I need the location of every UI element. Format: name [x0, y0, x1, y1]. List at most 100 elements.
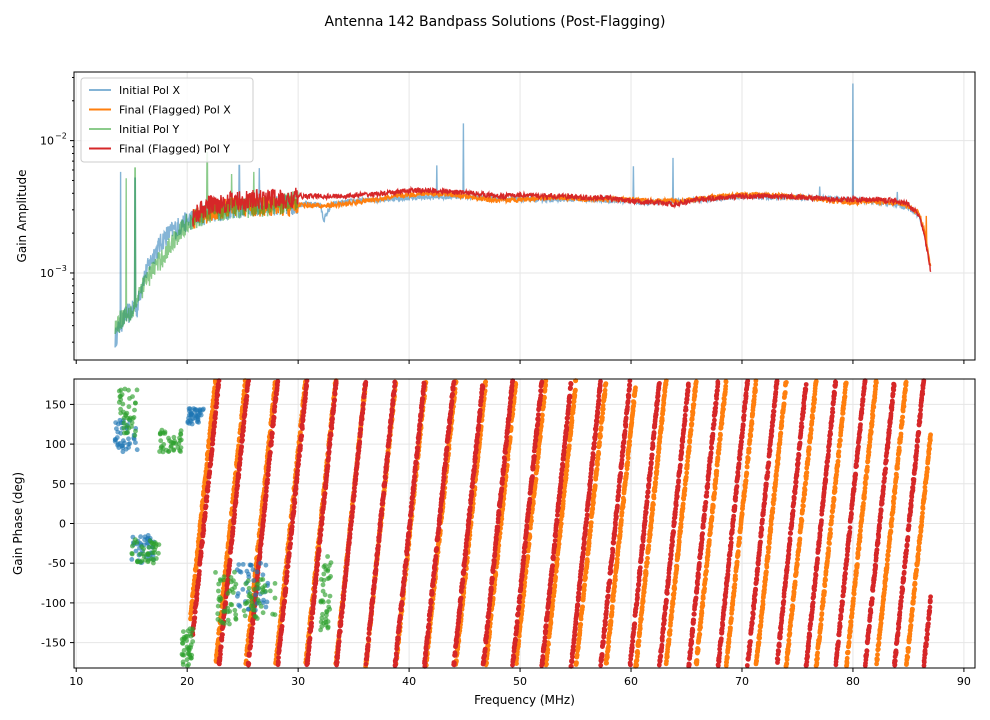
phase-point	[355, 455, 361, 461]
phase-point	[338, 619, 344, 624]
phase-point	[708, 523, 714, 529]
phase-point	[546, 641, 551, 647]
phase-point	[782, 390, 788, 395]
phase-point	[855, 562, 860, 567]
phase-point	[650, 507, 656, 513]
phase-point	[545, 647, 551, 653]
phase-point	[692, 393, 698, 399]
phase-point	[257, 549, 263, 555]
phase-point	[233, 500, 239, 505]
phase-point	[836, 453, 842, 459]
phase-point	[705, 549, 711, 555]
phase-point	[858, 528, 863, 533]
phase-point	[276, 660, 281, 665]
phase-point	[700, 603, 706, 608]
phase-point	[357, 439, 363, 445]
phase-point	[828, 531, 833, 536]
phase-point	[201, 528, 207, 533]
phase-point	[237, 456, 243, 462]
phase-point	[194, 596, 200, 601]
phase-point	[350, 504, 356, 510]
phase-point	[715, 456, 721, 462]
phase-point	[753, 388, 758, 393]
phase-point	[762, 587, 767, 592]
phase-point	[744, 464, 750, 470]
phase-point	[204, 494, 210, 499]
phase-point	[856, 545, 862, 551]
phase-point	[341, 593, 347, 599]
phase-point	[889, 516, 895, 522]
phase-point	[928, 432, 933, 438]
phase-point	[678, 521, 684, 527]
phase-point	[921, 496, 927, 501]
phase-point	[806, 452, 812, 457]
phase-point	[212, 420, 218, 425]
phase-point	[218, 644, 224, 650]
phase-point	[916, 547, 922, 553]
phase-point	[336, 639, 342, 644]
phase-point	[642, 578, 648, 584]
phase-point	[215, 392, 221, 398]
phase-point	[598, 433, 603, 439]
phase-point	[887, 536, 893, 542]
phase-point	[878, 620, 884, 626]
phase-point	[261, 518, 266, 523]
phase-point	[581, 587, 587, 593]
phase-point	[849, 611, 855, 616]
phase-point	[539, 417, 545, 422]
phase-point	[558, 521, 564, 527]
phase-point	[568, 429, 574, 434]
phase-point	[656, 446, 662, 451]
phase-point	[600, 403, 606, 408]
phase-point	[901, 404, 907, 409]
phase-point	[206, 444, 212, 450]
phase-point	[742, 485, 748, 490]
amplitude-ytick-exponent: −2	[55, 132, 67, 141]
phase-point	[200, 540, 205, 545]
phase-point	[657, 434, 663, 440]
phase-point	[265, 477, 270, 483]
phase-point	[918, 533, 923, 539]
phase-point	[636, 643, 641, 648]
phase-point	[862, 494, 867, 500]
phase-point	[698, 625, 703, 630]
phase-point	[675, 552, 681, 557]
phase-point	[269, 439, 274, 445]
phase-point	[909, 613, 915, 619]
phase-point	[786, 641, 792, 647]
phase-point	[289, 524, 295, 530]
phase-point	[300, 426, 305, 431]
phase-point	[567, 437, 573, 442]
phase-point	[239, 444, 245, 449]
phase-point	[329, 425, 335, 431]
phase-point	[661, 400, 667, 406]
phase-point	[829, 514, 835, 520]
phase-point	[600, 410, 606, 416]
phase-point	[742, 493, 747, 499]
phase-point	[272, 404, 278, 410]
phase-point	[292, 500, 298, 505]
amplitude-line-final-flagged-pol-y	[192, 185, 932, 272]
phase-point	[228, 545, 234, 551]
phase-point	[298, 443, 303, 449]
phase-point	[768, 527, 774, 532]
phase-point	[283, 586, 289, 592]
phase-point	[821, 599, 826, 605]
phase-point	[288, 541, 293, 547]
phase-point	[624, 471, 629, 477]
phase-point	[637, 626, 643, 631]
phase-point	[293, 491, 299, 496]
phase-point	[566, 443, 572, 449]
phase-point	[541, 404, 546, 410]
phase-point	[649, 518, 655, 523]
phase-point	[583, 575, 588, 581]
phase-point	[343, 578, 348, 583]
phase-point	[264, 485, 269, 491]
phase-point	[925, 466, 930, 472]
phase-point	[608, 618, 614, 624]
phase-point	[776, 455, 781, 461]
phase-point	[613, 577, 618, 583]
phase-point	[648, 525, 654, 531]
phase-point	[318, 532, 324, 538]
phase-point	[268, 450, 273, 455]
